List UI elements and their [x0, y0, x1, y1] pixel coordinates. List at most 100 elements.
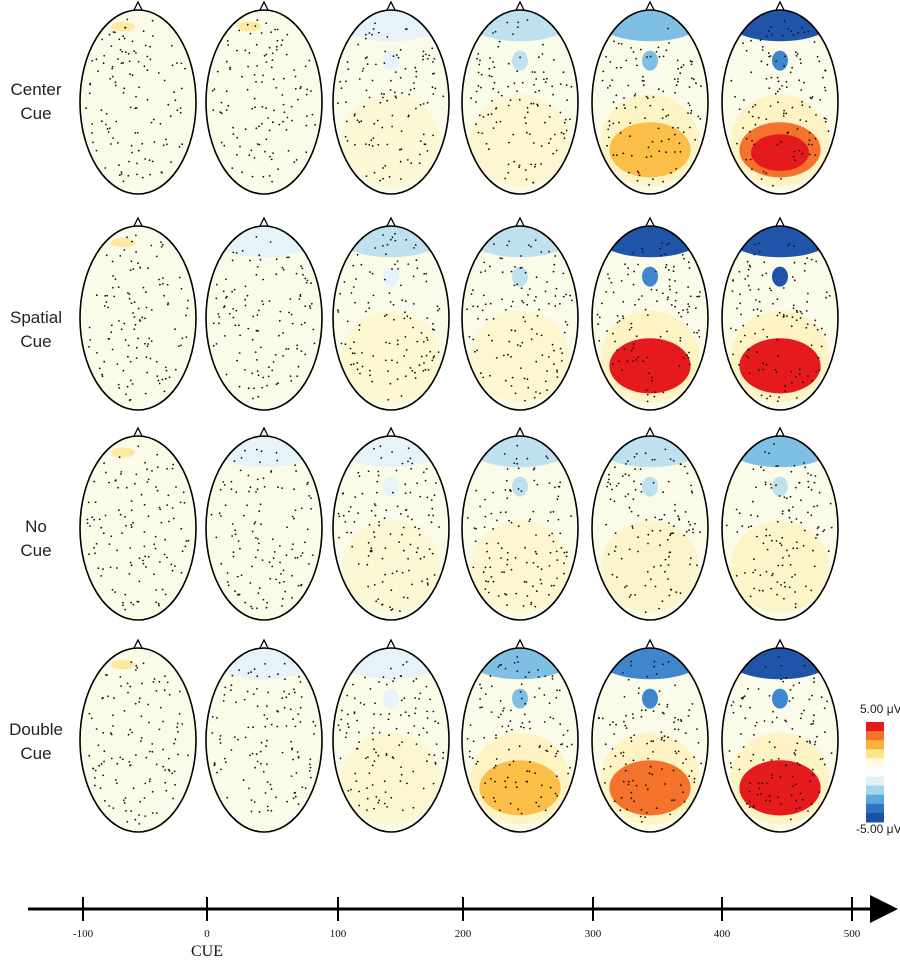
time-axis [28, 895, 898, 923]
electrode-dots [337, 661, 445, 812]
topomap-head [79, 0, 197, 195]
scalp-outline [332, 225, 450, 411]
row-label-line2: Cue [20, 744, 52, 763]
central-spot [383, 50, 399, 71]
colorbar-swatch [866, 740, 884, 750]
electrode-dots [605, 448, 701, 614]
scalp-outline [461, 9, 579, 195]
central-spot [642, 688, 658, 709]
topomap-head [591, 638, 709, 833]
posterior-peak [609, 760, 691, 816]
electrode-dots [211, 662, 317, 813]
colorbar-swatch [866, 803, 884, 814]
electrode-dots [466, 444, 572, 608]
central-spot [642, 476, 658, 497]
scalp-background [206, 436, 322, 620]
electrode-dots [211, 19, 316, 183]
electrode-dots [725, 443, 833, 609]
scalp-outline [79, 225, 197, 411]
posterior-field [730, 520, 830, 613]
posterior-peak-core [751, 350, 809, 387]
topomap-head [721, 638, 839, 833]
row-label-no-cue: No Cue [0, 515, 72, 563]
scalp-outline [205, 9, 323, 195]
time-axis-ticks [82, 897, 853, 921]
electrode-dots [210, 448, 314, 610]
scalp-outline [591, 225, 709, 411]
scalp-outline [591, 647, 709, 833]
electrode-dots [728, 655, 833, 821]
scalp-outline [205, 647, 323, 833]
frontal-spot [111, 659, 135, 670]
scalp-background [206, 226, 322, 410]
posterior-field [341, 310, 441, 403]
colorbar-max-label: 5.00 μV [860, 702, 900, 716]
electrode-dots [466, 239, 573, 402]
row-label-line1: Center [10, 80, 62, 99]
time-axis-tick-label: 100 [329, 928, 347, 940]
colorbar-min-label: -5.00 μV [856, 822, 900, 836]
posterior-peak [479, 760, 561, 816]
topomap-head [721, 0, 839, 195]
central-spot [772, 688, 788, 709]
topomap-head [461, 0, 579, 195]
colorbar-swatch [866, 731, 884, 741]
time-axis-tick-label: -100 [72, 928, 94, 940]
scalp-background [206, 648, 322, 832]
time-axis-tick-label: 300 [584, 928, 602, 940]
colorbar-swatch [866, 785, 884, 796]
electrode-dots [212, 236, 316, 400]
scalp-background [80, 226, 196, 410]
central-spot [642, 50, 658, 71]
topomap-head [591, 426, 709, 621]
scalp-field [111, 21, 135, 32]
central-spot [383, 266, 399, 287]
frontal-spot [111, 21, 135, 32]
electrode-dots [730, 19, 830, 187]
scalp-field [111, 237, 135, 248]
topomap-head [591, 0, 709, 195]
topomap-head [591, 216, 709, 411]
topomap-head [205, 216, 323, 411]
row-label-line2: Cue [20, 332, 52, 351]
row-label-line2: Cue [20, 541, 52, 560]
row-label-line1: Double [9, 720, 63, 739]
scalp-outline [721, 435, 839, 621]
topomap-head [79, 426, 197, 621]
scalp-field [111, 659, 135, 670]
topomap-head [332, 216, 450, 411]
scalp-outline [721, 225, 839, 411]
scalp-outline [461, 647, 579, 833]
posterior-field [470, 94, 570, 187]
row-label-line1: No [25, 517, 47, 536]
frontal-spot [111, 447, 135, 458]
topomap-head [332, 638, 450, 833]
topomap-head [461, 216, 579, 411]
scalp-outline [591, 435, 709, 621]
central-spot [512, 476, 528, 497]
scalp-outline [79, 647, 197, 833]
time-axis-tick-label: 0 [204, 928, 210, 940]
scalp-outline [79, 9, 197, 195]
topomap-maps [79, 0, 839, 833]
scalp-outline [332, 435, 450, 621]
posterior-field [600, 520, 700, 613]
colorbar [866, 722, 884, 823]
topomap-head [721, 216, 839, 411]
colorbar-swatch [866, 794, 884, 805]
posterior-peak-core [621, 350, 679, 387]
electrode-dots [596, 242, 701, 403]
row-label-line1: Spatial [10, 308, 62, 327]
time-axis-tick-label: 400 [713, 928, 731, 940]
electrode-dots [601, 27, 702, 186]
central-spot [772, 476, 788, 497]
posterior-peak [609, 122, 691, 178]
central-spot [512, 50, 528, 71]
electrode-dots [729, 242, 831, 402]
central-spot [772, 266, 788, 287]
scalp-outline [205, 435, 323, 621]
time-axis-arrowhead [870, 895, 898, 923]
scalp-outline [721, 9, 839, 195]
